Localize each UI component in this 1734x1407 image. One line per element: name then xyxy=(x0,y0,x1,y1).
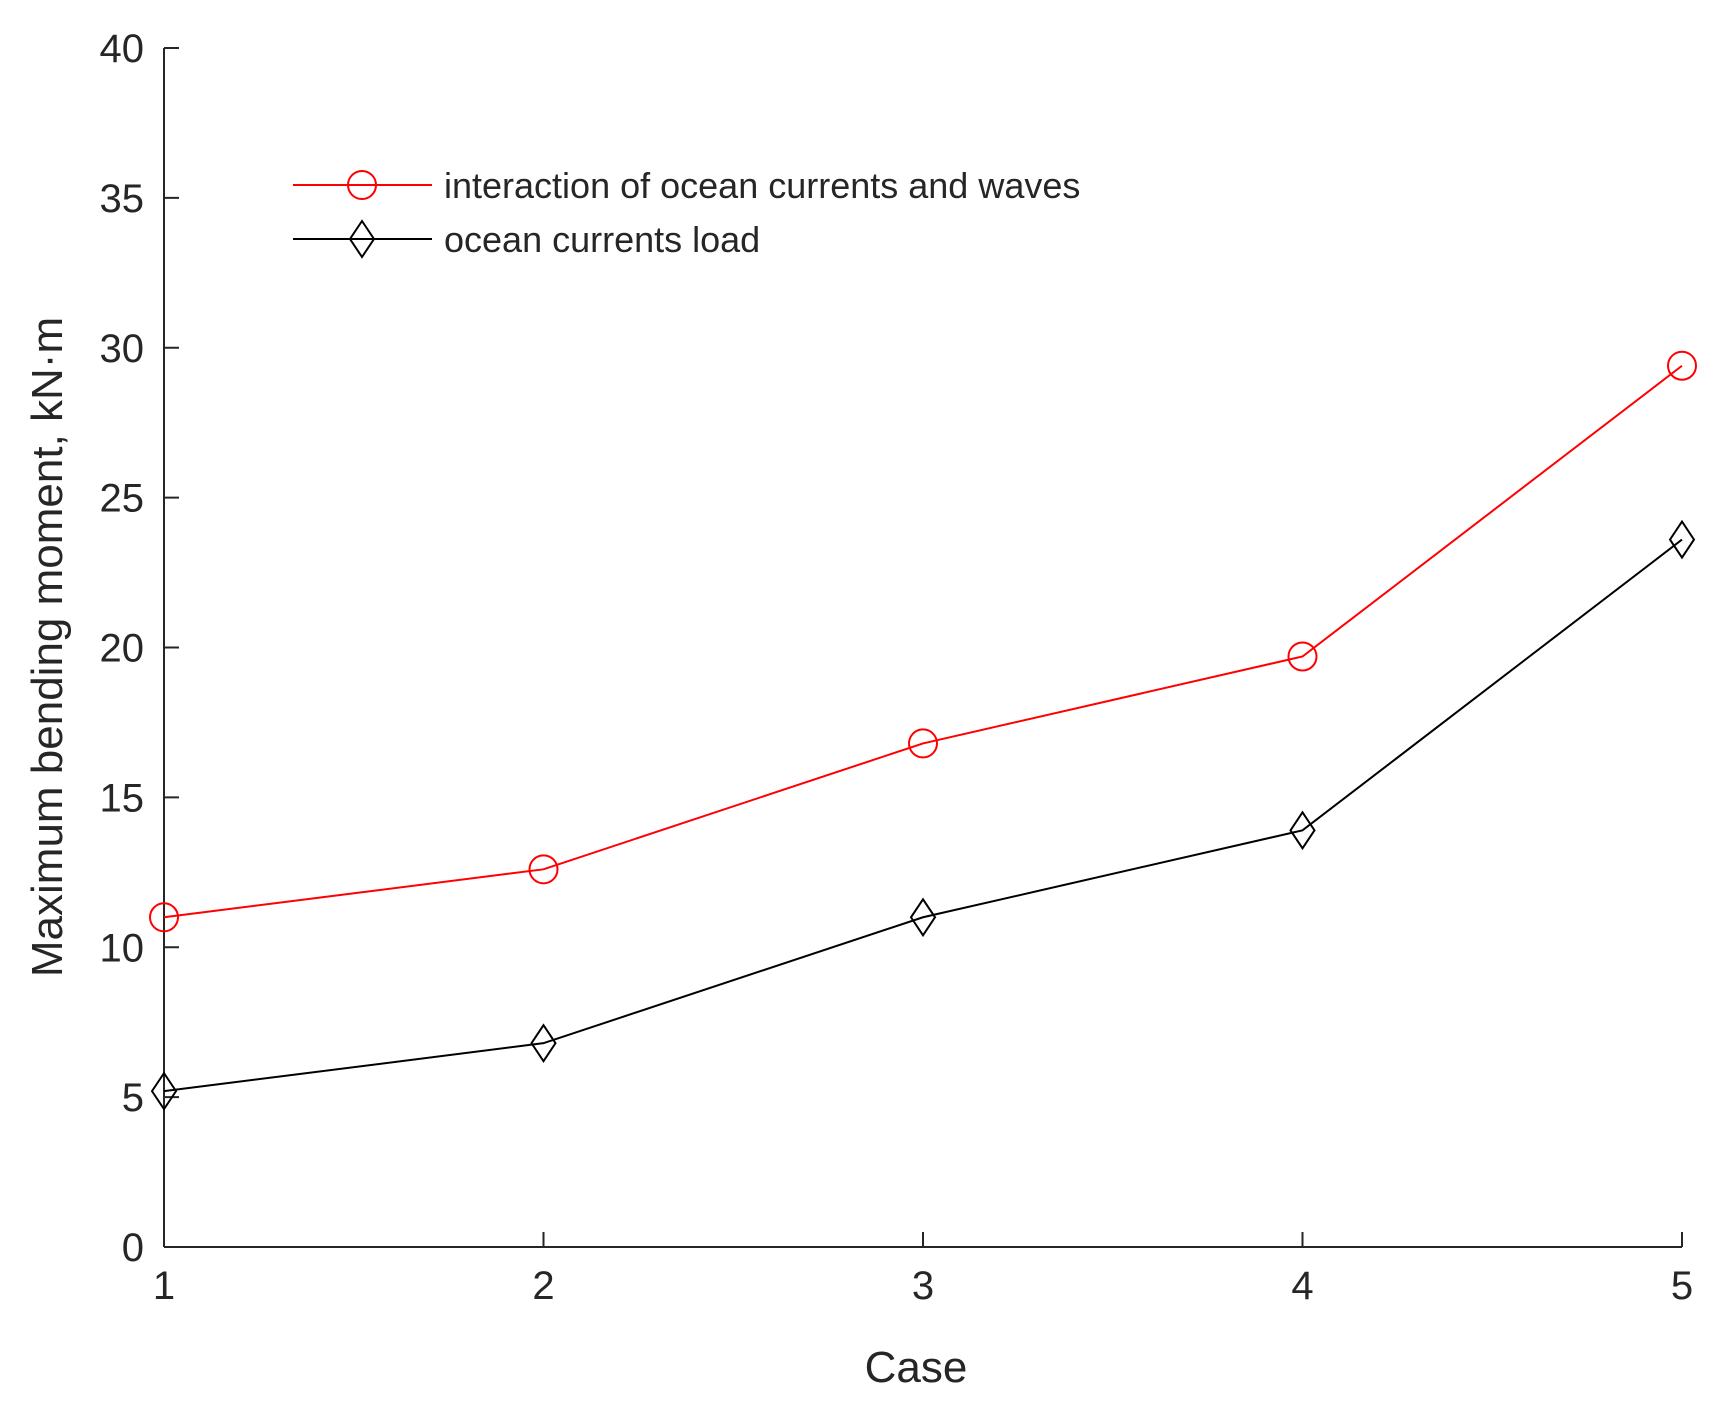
legend-marker xyxy=(348,219,376,259)
legend: interaction of ocean currents and waves o… xyxy=(293,165,1080,260)
axes xyxy=(163,48,1682,1248)
series-2 xyxy=(150,519,1696,1111)
series-line xyxy=(163,538,1683,1093)
y-tick-label: 0 xyxy=(122,1226,144,1270)
x-tick-label: 3 xyxy=(912,1264,934,1308)
y-tick-label: 25 xyxy=(100,477,145,521)
legend-label: ocean currents load xyxy=(444,219,760,260)
x-tick-label: 5 xyxy=(1671,1264,1693,1308)
y-tick-label: 15 xyxy=(100,776,145,820)
y-tick-label: 40 xyxy=(100,27,145,71)
data-point xyxy=(528,854,559,885)
legend-label: interaction of ocean currents and waves xyxy=(444,165,1080,206)
series-1 xyxy=(149,350,1697,933)
y-tick-label: 35 xyxy=(100,177,145,221)
x-tick-label: 1 xyxy=(153,1264,175,1308)
legend-item: interaction of ocean currents and waves xyxy=(293,165,1080,206)
y-tick-label: 20 xyxy=(100,627,145,671)
y-ticks: 0 5 10 15 20 25 30 35 40 xyxy=(100,27,179,1270)
y-tick-label: 30 xyxy=(100,327,145,371)
data-point xyxy=(1668,519,1696,560)
data-point xyxy=(1289,810,1316,851)
data-point xyxy=(908,728,938,759)
y-tick-label: 10 xyxy=(100,926,145,970)
x-ticks: 1 2 3 4 5 xyxy=(153,1232,1693,1308)
x-axis-label: Case xyxy=(865,1343,968,1392)
data-point xyxy=(1287,641,1318,672)
x-tick-label: 4 xyxy=(1291,1264,1313,1308)
data-point xyxy=(1667,350,1697,381)
data-point xyxy=(149,902,179,933)
data-point xyxy=(150,1071,178,1111)
y-axis-label: Maximum bending moment, kN·m xyxy=(23,317,72,977)
x-tick-label: 2 xyxy=(532,1264,554,1308)
data-point xyxy=(909,897,937,938)
legend-marker xyxy=(347,170,377,200)
series-layer xyxy=(149,350,1697,1111)
series-line xyxy=(163,364,1683,919)
data-point xyxy=(530,1023,557,1063)
y-tick-label: 5 xyxy=(122,1076,144,1120)
legend-item: ocean currents load xyxy=(293,219,760,260)
